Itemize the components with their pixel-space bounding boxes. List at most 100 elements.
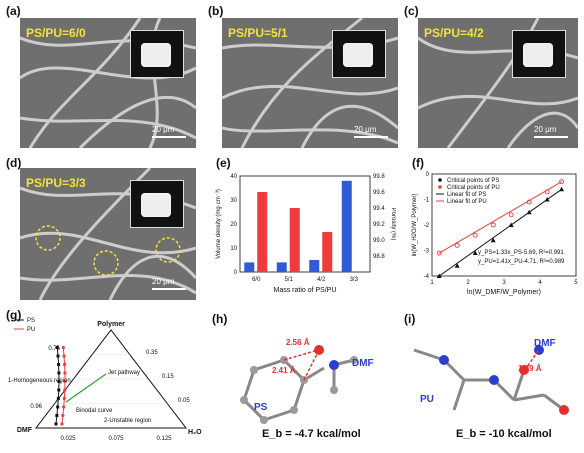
point-pu bbox=[490, 222, 496, 228]
point-PS bbox=[57, 388, 61, 392]
fit-equation-f: y_PS=1.33x_PS-5.69, R²=0.991 bbox=[478, 250, 564, 256]
plot-frame-e bbox=[239, 175, 371, 273]
panel-label-h: (h) bbox=[212, 312, 228, 326]
ytick-f: -4 bbox=[424, 274, 430, 280]
ratio-label-a: PS/PU=6/0 bbox=[26, 26, 86, 40]
panel-label-a: (a) bbox=[6, 4, 21, 18]
corner-right-g: H₂O bbox=[188, 429, 202, 436]
ternary-diagram-g: Polymer DMF H₂O PS PU Jet pathway Binodal curv… bbox=[8, 318, 202, 442]
corner-left-g: DMF bbox=[17, 427, 33, 434]
ytick-e: 40 bbox=[230, 174, 237, 180]
bar-porosity bbox=[322, 232, 333, 272]
panel-label-d: (d) bbox=[6, 156, 22, 170]
point-ps bbox=[544, 197, 550, 202]
ytick-right-e: 99.8 bbox=[373, 174, 385, 180]
inset-photo-d bbox=[130, 180, 184, 228]
molecule-label-i: PU bbox=[420, 394, 434, 405]
point-pu bbox=[436, 250, 442, 256]
legend-text-g: PU bbox=[27, 327, 35, 333]
sem-image-d: PS/PU=3/3 20 μm bbox=[20, 168, 196, 300]
sem-image-a: PS/PU=6/0 20 μm bbox=[20, 18, 196, 148]
tick-bottom-g: 0.025 bbox=[60, 436, 76, 442]
molecule-label-h: PS bbox=[254, 402, 268, 413]
panel-label-g: (g) bbox=[6, 308, 22, 322]
xlabel-e: Mass ratio of PS/PU bbox=[273, 287, 336, 294]
point-pu bbox=[454, 242, 460, 248]
point-PS bbox=[57, 380, 61, 383]
legend-text-f: Linear fit of PS bbox=[447, 192, 486, 198]
point-pu bbox=[508, 212, 514, 218]
ratio-label-c: PS/PU=4/2 bbox=[424, 26, 484, 40]
solvent-label-h: DMF bbox=[352, 358, 374, 369]
ytick-e: 30 bbox=[230, 198, 237, 204]
point-PU bbox=[63, 388, 67, 392]
legend-text-f: Critical points of PU bbox=[447, 185, 500, 191]
solvent-label-i: DMF bbox=[534, 338, 556, 349]
xtick-e: 5/1 bbox=[285, 277, 294, 283]
bar-density bbox=[244, 262, 255, 272]
tick-bottom-g: 0.075 bbox=[108, 436, 124, 442]
ytick-e: 10 bbox=[230, 246, 237, 252]
point-PS bbox=[54, 422, 58, 426]
energy-label-i: E_b = -10 kcal/mol bbox=[456, 428, 552, 440]
distance-label-i1: 1.89 Å bbox=[518, 364, 542, 373]
fit-equation-f: y_PU=1.41x_PU-4.71, R²=0.989 bbox=[478, 259, 565, 265]
point-PU bbox=[63, 379, 67, 384]
point-pu bbox=[559, 179, 565, 185]
bar-density bbox=[276, 262, 287, 272]
point-ps bbox=[490, 237, 496, 243]
ytick-right-e: 99.6 bbox=[373, 190, 385, 196]
ytick-right-e: 99.4 bbox=[373, 206, 385, 212]
unstable-label-g: 2-Unstable region bbox=[104, 418, 151, 424]
point-PS bbox=[55, 414, 59, 417]
tick-right-g: 0.35 bbox=[146, 350, 158, 356]
tick-left-g: 0.96 bbox=[30, 404, 42, 410]
molecule-i bbox=[413, 345, 569, 415]
xtick-f: 1 bbox=[430, 280, 434, 286]
legend-text-f: Linear fit of PU bbox=[447, 199, 487, 205]
point-PS bbox=[56, 354, 60, 358]
xlabel-f: ln(W_DMF/W_Polymer) bbox=[467, 289, 541, 296]
point-pu bbox=[544, 189, 550, 195]
point-ps bbox=[526, 209, 532, 215]
panel-label-i: (i) bbox=[404, 312, 416, 326]
inset-photo-b bbox=[332, 30, 386, 78]
inset-photo-c bbox=[512, 30, 566, 78]
distance-label-h1: 2.56 Å bbox=[286, 338, 310, 347]
ylabel-right-e: Porosity (%) bbox=[390, 208, 396, 241]
ytick-f: -2 bbox=[424, 223, 430, 229]
point-PU bbox=[61, 413, 65, 418]
binodal-label-g: Binodal curve bbox=[76, 408, 113, 414]
ytick-e: 20 bbox=[230, 222, 237, 228]
point-PS bbox=[57, 371, 61, 375]
point-PU bbox=[63, 371, 67, 375]
tick-right-g: 0.15 bbox=[162, 374, 174, 380]
panel-label-f: (f) bbox=[412, 156, 424, 170]
energy-label-h: E_b = -4.7 kcal/mol bbox=[262, 428, 361, 440]
scale-text-d: 20 μm bbox=[152, 277, 175, 286]
xtick-e: 4/2 bbox=[317, 277, 326, 283]
fit-line-0 bbox=[438, 188, 562, 277]
ytick-f: 0 bbox=[426, 172, 430, 178]
ratio-label-b: PS/PU=5/1 bbox=[228, 26, 288, 40]
sem-image-b: PS/PU=5/1 20 μm bbox=[222, 18, 398, 148]
tick-right-g: 0.05 bbox=[178, 398, 190, 404]
point-PU bbox=[62, 362, 67, 367]
point-ps bbox=[508, 222, 514, 227]
point-ps bbox=[454, 263, 460, 268]
legend-marker-f bbox=[438, 185, 442, 189]
xtick-f: 4 bbox=[538, 280, 542, 286]
inset-photo-a bbox=[130, 30, 184, 78]
scale-bar-c: 20 μm bbox=[534, 125, 568, 138]
xtick-f: 3 bbox=[502, 280, 506, 286]
xtick-f: 2 bbox=[466, 280, 470, 286]
ytick-right-e: 99.0 bbox=[373, 238, 385, 244]
scale-bar-d: 20 μm bbox=[152, 277, 186, 290]
xtick-e: 6/0 bbox=[252, 277, 261, 283]
bar-porosity bbox=[257, 192, 268, 272]
scale-text-a: 20 μm bbox=[152, 125, 175, 134]
corner-top-g: Polymer bbox=[97, 321, 125, 328]
molecule-h bbox=[240, 345, 358, 424]
panel-label-c: (c) bbox=[404, 4, 419, 18]
tick-bottom-g: 0.125 bbox=[156, 436, 172, 442]
